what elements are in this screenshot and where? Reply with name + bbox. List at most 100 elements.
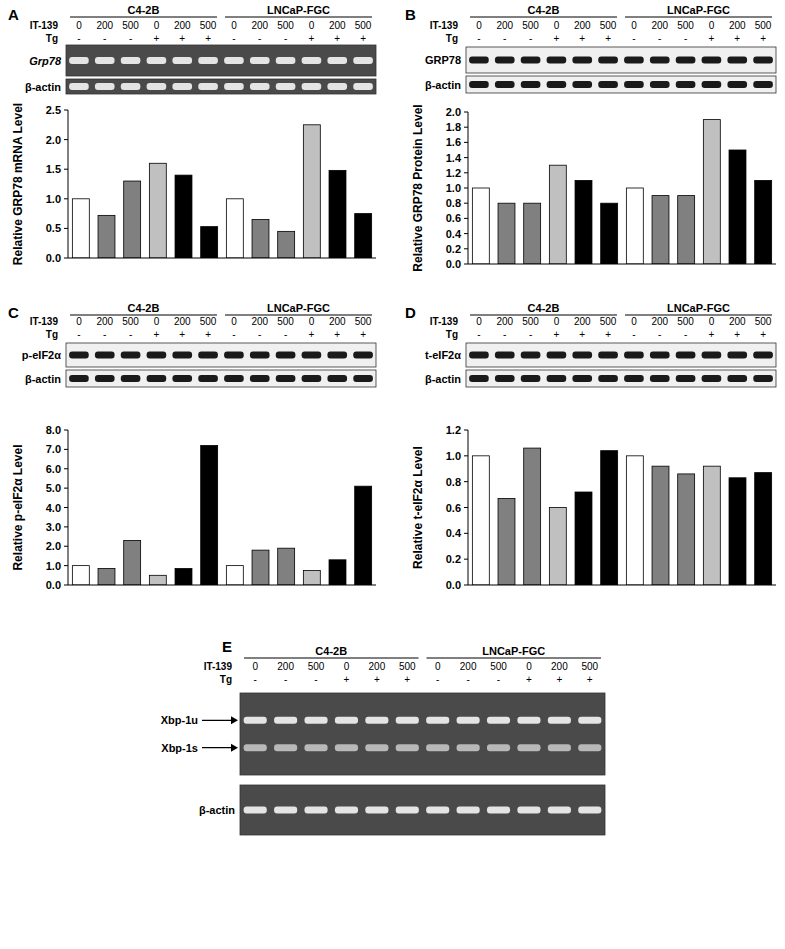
panel: DC4-2BLNCaP-FGCIT-1390200500020050002005… xyxy=(405,302,776,387)
y-tick-label: 1.8 xyxy=(446,121,461,133)
band xyxy=(457,807,480,814)
treatment-level: - xyxy=(466,674,469,685)
band xyxy=(547,375,567,382)
treatment-level: 500 xyxy=(755,20,772,31)
treatment-level: - xyxy=(684,33,687,44)
bar xyxy=(124,540,141,585)
treatment-level: + xyxy=(605,329,611,340)
band xyxy=(250,83,270,90)
bar xyxy=(626,188,643,264)
band xyxy=(396,807,419,814)
y-tick xyxy=(64,258,68,259)
panel: BC4-2BLNCaP-FGCIT-1390200500020050002005… xyxy=(405,4,776,93)
y-tick xyxy=(464,559,468,560)
band xyxy=(495,81,515,88)
x-axis xyxy=(68,585,376,586)
band xyxy=(426,744,449,751)
y-tick xyxy=(464,233,468,234)
y-tick xyxy=(64,565,68,566)
treatment-level: 500 xyxy=(200,20,217,31)
treatment-name: IT-139 xyxy=(30,20,59,31)
y-tick-label: 2.0 xyxy=(46,134,61,146)
band xyxy=(69,352,89,359)
cell-line: C4-2B xyxy=(128,302,160,314)
y-tick xyxy=(464,533,468,534)
treatment-level: + xyxy=(334,33,340,44)
bars xyxy=(72,125,371,258)
band xyxy=(95,57,115,64)
treatment-level: - xyxy=(77,33,80,44)
band xyxy=(548,744,571,751)
treatment-level: + xyxy=(360,329,366,340)
treatment-level: 200 xyxy=(329,20,346,31)
treatment-level: 200 xyxy=(574,20,591,31)
blot-label: GRP78 xyxy=(425,54,461,66)
y-tick-label: 0.4 xyxy=(446,228,462,240)
treatment-level: - xyxy=(477,329,480,340)
bar xyxy=(329,560,346,585)
y-tick xyxy=(64,169,68,170)
y-tick-label: 5.0 xyxy=(46,482,61,494)
band xyxy=(250,352,270,359)
y-tick-label: 1.6 xyxy=(446,136,461,148)
band xyxy=(521,57,541,64)
treatment-level: 0 xyxy=(231,20,237,31)
band xyxy=(495,352,515,359)
band xyxy=(624,352,644,359)
band xyxy=(147,57,167,64)
band xyxy=(353,57,373,64)
band xyxy=(702,81,722,88)
bar xyxy=(72,566,89,585)
bar xyxy=(678,196,695,264)
treatment-level: - xyxy=(284,674,287,685)
treatment-level: + xyxy=(308,33,314,44)
treatment-level: + xyxy=(556,674,562,685)
y-tick-label: 1.0 xyxy=(46,193,61,205)
treatment-level: 500 xyxy=(677,316,694,327)
y-axis xyxy=(68,430,69,585)
band xyxy=(727,375,747,382)
band xyxy=(702,352,722,359)
bar xyxy=(98,215,115,258)
y-tick-label: 0.6 xyxy=(446,212,461,224)
treatment-level: - xyxy=(129,329,132,340)
treatment-level: 200 xyxy=(329,316,346,327)
treatment-level: 0 xyxy=(526,661,532,672)
treatment-level: 500 xyxy=(355,20,372,31)
y-axis xyxy=(468,112,469,264)
band xyxy=(250,375,270,382)
panel-letter: D xyxy=(405,304,416,321)
treatment-level: 0 xyxy=(309,20,315,31)
y-tick-label: 0.2 xyxy=(446,553,461,565)
treatment-level: 0 xyxy=(309,316,315,327)
bar xyxy=(252,550,269,585)
band xyxy=(302,83,322,90)
bars xyxy=(472,120,771,264)
y-tick-label: 0.2 xyxy=(446,243,461,255)
treatment-level: + xyxy=(404,674,410,685)
treatment-level: + xyxy=(308,329,314,340)
y-tick-label: 0.0 xyxy=(46,252,61,264)
header-rule xyxy=(427,658,602,659)
treatment-level: + xyxy=(708,33,714,44)
band xyxy=(224,83,244,90)
treatment-level: 200 xyxy=(651,20,668,31)
chart: 0.00.51.01.52.02.5Relative GRP78 mRNA Le… xyxy=(11,103,376,265)
treatment-level: - xyxy=(232,33,235,44)
band xyxy=(244,717,267,724)
band xyxy=(426,717,449,724)
y-tick-label: 0.5 xyxy=(46,222,61,234)
cell-line: C4-2B xyxy=(128,4,160,16)
treatment-level: - xyxy=(632,33,635,44)
chart: 0.00.20.40.60.81.01.2Relative t-eIF2α Le… xyxy=(411,424,776,591)
band xyxy=(304,744,327,751)
treatment-level: - xyxy=(503,33,506,44)
blot-strip xyxy=(66,343,376,367)
treatment-name: Tg xyxy=(220,674,232,685)
band xyxy=(95,352,115,359)
treatment-level: 0 xyxy=(709,20,715,31)
band xyxy=(335,744,358,751)
band xyxy=(469,81,489,88)
y-tick-label: 2.0 xyxy=(46,540,61,552)
treatment-level: + xyxy=(587,674,593,685)
